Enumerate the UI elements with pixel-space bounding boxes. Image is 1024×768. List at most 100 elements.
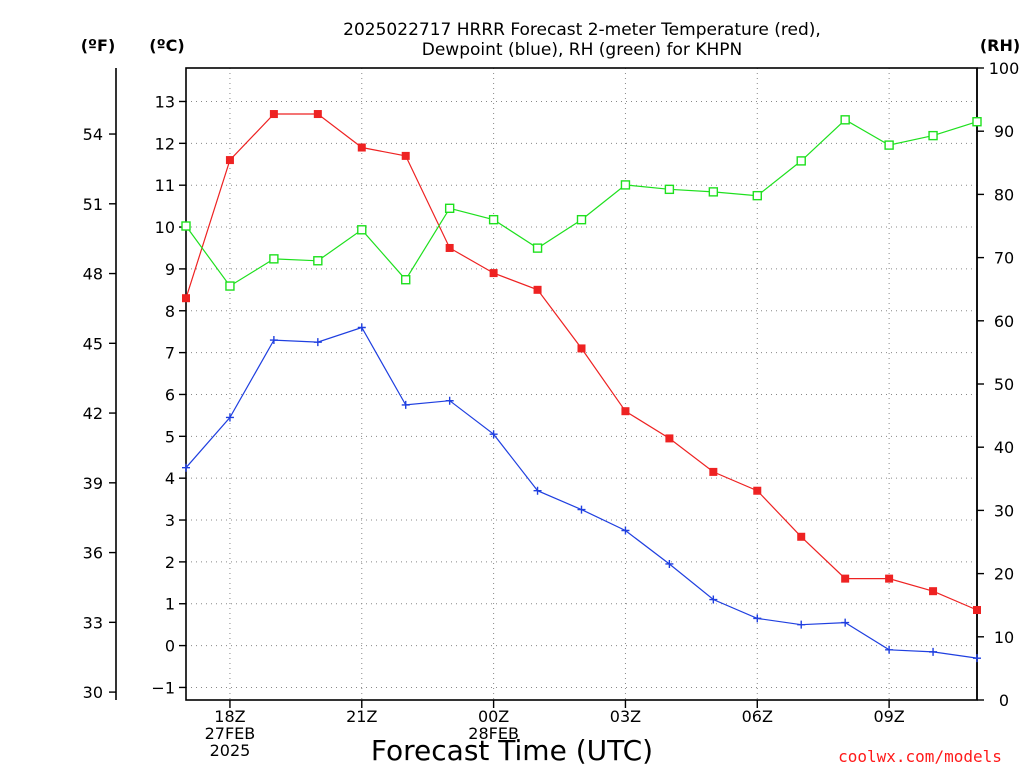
dewpoint-point [182,463,190,472]
rh-point [752,190,762,201]
dewpoint-point [577,505,586,514]
rh-tick-label: 10 [994,628,1014,647]
x-tick-label: 27FEB [205,724,256,743]
temperature-point [885,574,894,583]
dewpoint-point [489,430,498,439]
dewpoint-point [313,338,322,347]
rh-point [576,214,587,225]
rh-unit-label: (RH) [980,36,1020,55]
celsius-tick-label: 8 [165,302,175,321]
rh-point [972,117,982,127]
celsius-tick-label: 0 [165,637,175,656]
rh-point [401,275,411,285]
dewpoint-point [885,645,894,654]
x-tick-label: 28FEB [468,724,519,743]
rh-point [840,115,850,125]
dewpoint-point [357,323,366,332]
rh-point [488,214,499,225]
rh-line [185,119,978,287]
dewpoint-point [665,559,674,568]
celsius-tick-label: 4 [165,469,175,488]
rh-point [357,225,367,235]
rh-tick-label: 80 [994,185,1014,204]
rh-point [181,221,191,231]
rh-tick-label: 40 [994,438,1014,457]
temperature-point [445,243,454,252]
rh-tick-label: 30 [994,501,1014,520]
dewpoint-point [709,595,718,604]
dewpoint-point [841,618,850,627]
rh-point [620,180,631,190]
dewpoint-point [269,336,278,345]
temperature-point [797,532,806,541]
dewpoint-point [753,614,762,623]
temperature-point [709,467,718,476]
dewpoint-point [533,486,542,495]
fahrenheit-tick-label: 48 [83,265,103,284]
temperature-point [182,294,190,303]
rh-tick-label: 70 [994,249,1014,268]
rh-point [796,156,806,166]
rh-tick-label: 100 [989,59,1020,78]
celsius-tick-label: 7 [165,344,175,363]
rh-point [532,243,543,253]
credit-text: coolwx.com/models [838,747,1002,766]
fahrenheit-tick-label: 36 [83,544,103,563]
dewpoint-point [445,396,454,405]
temperature-point [753,486,762,495]
temperature-point [313,110,322,119]
x-tick-label: 21Z [346,707,377,726]
temperature-point [269,110,278,119]
temperature-point [225,156,234,165]
dewpoint-point [797,620,806,629]
rh-point [225,281,235,291]
temperature-point [533,285,542,294]
data-series [181,110,982,663]
fahrenheit-tick-label: 51 [83,195,103,214]
plot-frame [185,67,978,701]
celsius-tick-label: 13 [155,92,175,111]
rh-tick-label: 90 [994,122,1014,141]
temperature-point [665,434,674,443]
x-tick-label: 00Z [478,707,509,726]
celsius-tick-label: 6 [165,385,175,404]
x-axis-title: Forecast Time (UTC) [371,734,653,767]
fahrenheit-tick-label: 54 [83,125,103,144]
axis-ticks: −101234567891011121330333639424548515401… [83,59,1020,760]
chart-title-line-2: Dewpoint (blue), RH (green) for KHPN [422,40,742,60]
fahrenheit-tick-label: 33 [83,613,103,632]
temperature-point [841,574,850,583]
rh-tick-label: 60 [994,312,1014,331]
rh-tick-label: 50 [994,375,1014,394]
dewpoint-point [401,400,410,409]
x-tick-label: 09Z [873,707,904,726]
temperature-line [185,113,978,611]
x-tick-label: 2025 [210,741,251,760]
temperature-point [357,143,366,152]
celsius-tick-label: 12 [155,134,175,153]
rh-point [884,140,894,150]
fahrenheit-tick-label: 39 [83,474,103,493]
rh-point [444,203,455,214]
celsius-tick-label: −1 [151,678,175,697]
x-tick-label: 18Z [214,707,245,726]
temperature-point [577,344,586,353]
dewpoint-point [973,654,981,663]
celsius-tick-label: 3 [165,511,175,530]
rh-point [269,254,279,264]
temperature-point [489,269,498,278]
dewpoint-point [621,526,630,535]
grid-lines [186,68,977,700]
celsius-tick-label: 2 [165,553,175,572]
temperature-point [973,606,981,615]
rh-tick-label: 20 [994,565,1014,584]
rh-point [664,184,675,195]
chart-title: 2025022717 HRRR Forecast 2-meter Tempera… [343,20,821,60]
fahrenheit-tick-label: 30 [83,683,103,702]
celsius-tick-label: 9 [165,260,175,279]
fahrenheit-tick-label: 42 [83,404,103,423]
rh-point [708,187,719,197]
rh-point [928,130,938,141]
temperature-point [621,407,630,416]
